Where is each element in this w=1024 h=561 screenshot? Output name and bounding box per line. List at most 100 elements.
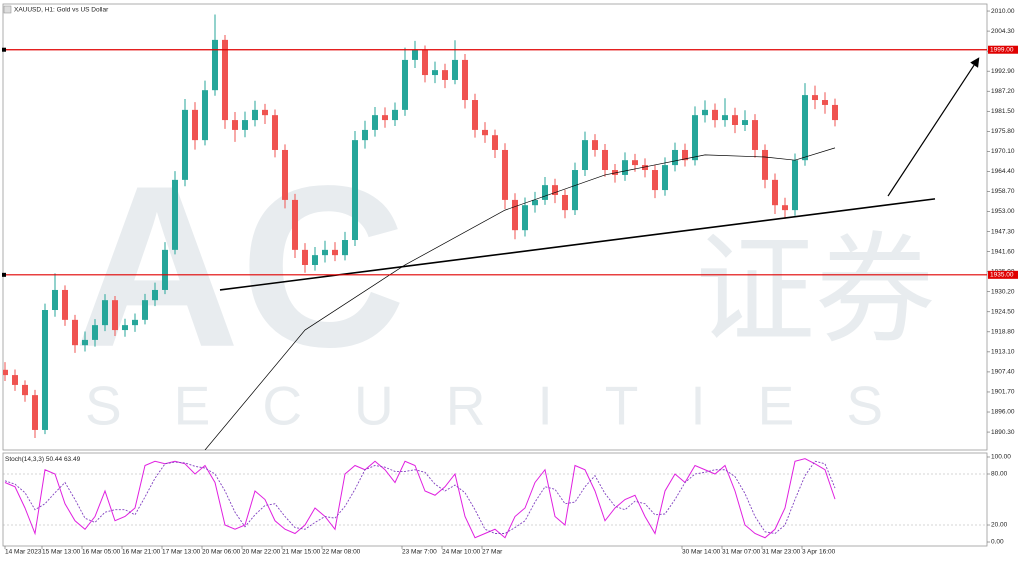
candle-body <box>622 160 628 175</box>
y-tick-label: 1913.10 <box>991 349 1015 356</box>
y-tick-label: 1924.50 <box>991 308 1015 315</box>
candle-body <box>302 249 308 265</box>
candle-body <box>522 205 528 231</box>
y-tick-label: 1896.00 <box>991 409 1015 416</box>
candle-body <box>782 205 788 211</box>
candle-body <box>372 115 378 130</box>
y-tick-label: 1970.10 <box>991 148 1015 155</box>
x-tick-label: 27 Mar <box>482 549 503 556</box>
level-label: 1935.00 <box>990 272 1014 279</box>
candle-body <box>232 120 238 130</box>
arrow <box>887 57 980 197</box>
candle-body <box>732 115 738 125</box>
level-handle <box>2 272 6 277</box>
watermark-text: 证券 <box>695 224 935 358</box>
candle-body <box>642 165 648 171</box>
candle-body <box>182 109 188 180</box>
stoch-d-value: 63.49 <box>64 456 81 463</box>
axes: 2010.002004.301998.601992.901987.201981.… <box>4 8 1015 556</box>
candle-body <box>392 109 398 121</box>
watermark-logo: AC <box>74 138 406 395</box>
candle-body <box>202 90 208 141</box>
candle-body <box>562 194 568 211</box>
candle-body <box>512 199 518 231</box>
candle-body <box>692 115 698 161</box>
stoch-y-tick-label: 0.00 <box>991 539 1004 546</box>
x-tick-label: 24 Mar 10:00 <box>442 549 481 556</box>
candle-body <box>122 325 128 331</box>
y-tick-label: 1907.40 <box>991 369 1015 376</box>
candle-body <box>472 100 478 130</box>
candle-body <box>342 240 348 256</box>
candle-body <box>482 129 488 136</box>
stoch-d-line <box>4 460 836 534</box>
main-panel <box>2 3 988 451</box>
candle-body <box>172 179 178 250</box>
candle-body <box>362 129 368 141</box>
candle-body <box>402 59 408 110</box>
candle-body <box>192 109 198 141</box>
x-tick-label: 31 Mar 07:00 <box>722 549 761 556</box>
candle-body <box>62 289 68 320</box>
candle-body <box>822 100 828 105</box>
y-tick-label: 2004.30 <box>991 28 1015 35</box>
candle-body <box>162 249 168 290</box>
y-tick-label: 1947.30 <box>991 228 1015 235</box>
watermark-subtext: SECURITIES <box>85 375 935 437</box>
candle-body <box>422 50 428 76</box>
candle-body <box>542 185 548 200</box>
y-tick-label: 1975.80 <box>991 128 1015 135</box>
candle-body <box>252 109 258 121</box>
y-tick-label: 1987.20 <box>991 88 1015 95</box>
x-tick-label: 16 Mar 21:00 <box>122 549 161 556</box>
candle-body <box>462 59 468 101</box>
y-tick-label: 1958.70 <box>991 188 1015 195</box>
y-tick-label: 1918.80 <box>991 329 1015 336</box>
candle-body <box>612 170 618 175</box>
candle-body <box>222 39 228 121</box>
y-tick-label: 1941.60 <box>991 248 1015 255</box>
symbol-icon <box>3 5 12 14</box>
candle-body <box>652 170 658 191</box>
candle-body <box>22 384 28 396</box>
x-tick-label: 20 Mar 22:00 <box>242 549 281 556</box>
candle-body <box>592 140 598 150</box>
stoch-k-line <box>4 458 836 539</box>
candle-body <box>92 325 98 340</box>
x-tick-label: 31 Mar 23:00 <box>762 549 801 556</box>
y-tick-label: 1901.70 <box>991 389 1015 396</box>
y-tick-label: 1890.30 <box>991 429 1015 436</box>
x-tick-label: 3 Apr 16:00 <box>802 549 836 556</box>
candle-body <box>722 115 728 121</box>
candle-body <box>582 140 588 171</box>
moving-average <box>204 147 836 450</box>
stoch-title: Stoch(14,3,3) 50.44 63.49 <box>5 456 81 463</box>
candle-body <box>802 95 808 161</box>
candle-body <box>572 170 578 211</box>
x-tick-label: 16 Mar 05:00 <box>82 549 121 556</box>
stoch-panel <box>2 452 988 547</box>
level-label-box <box>988 270 1018 279</box>
y-tick-label: 1964.40 <box>991 168 1015 175</box>
candle-body <box>812 95 818 101</box>
y-tick-label: 1953.00 <box>991 208 1015 215</box>
watermark: AC 证券 SECURITIES <box>74 138 935 437</box>
candle-body <box>282 149 288 200</box>
candle-body <box>32 395 38 430</box>
candle-body <box>3 369 8 376</box>
level-label: 1999.00 <box>990 46 1014 53</box>
candle-body <box>602 149 608 171</box>
candle-body <box>442 70 448 80</box>
level-handle <box>2 47 6 52</box>
x-tick-label: 17 Mar 13:00 <box>162 549 201 556</box>
candle-body <box>242 120 248 130</box>
candle-body <box>632 160 638 166</box>
candle-body <box>672 149 678 166</box>
candle-body <box>352 140 358 241</box>
candle-body <box>832 104 838 121</box>
candle-body <box>132 319 138 326</box>
level-label-box <box>988 45 1018 54</box>
candle-body <box>332 249 338 256</box>
candle-body <box>492 135 498 150</box>
